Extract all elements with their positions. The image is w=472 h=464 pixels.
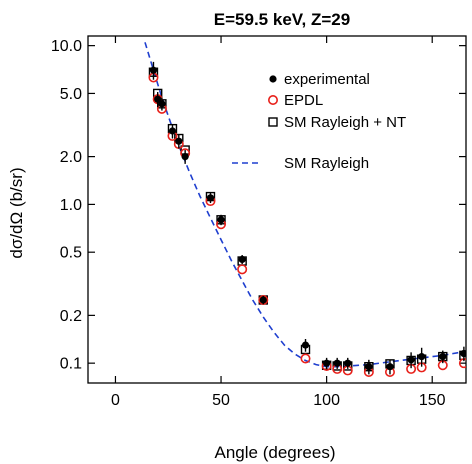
data-point bbox=[460, 349, 466, 358]
data-point bbox=[259, 296, 267, 304]
data-point bbox=[238, 255, 246, 264]
legend-marker bbox=[267, 95, 278, 106]
legend: experimental EPDL SM Rayleigh + NT SM Rayle… bbox=[232, 71, 406, 172]
x-tick-label: 150 bbox=[419, 392, 446, 409]
y-tick-label: 10.0 bbox=[51, 38, 82, 55]
y-tick-label: 2.0 bbox=[60, 149, 82, 166]
x-axis-label: Angle (degrees) bbox=[215, 443, 336, 462]
data-point bbox=[158, 100, 166, 108]
data-point bbox=[206, 194, 215, 202]
data-point bbox=[154, 95, 162, 103]
x-tick-label: 50 bbox=[212, 392, 230, 409]
plot-frame bbox=[87, 35, 467, 384]
data-point bbox=[300, 353, 311, 364]
data-point bbox=[333, 359, 341, 367]
data-point bbox=[149, 66, 158, 74]
legend-marker bbox=[269, 75, 277, 83]
x-tick-label: 100 bbox=[313, 392, 340, 409]
data-point bbox=[407, 356, 415, 364]
legend-label: EPDL bbox=[284, 92, 323, 109]
y-tick-label: 1.0 bbox=[60, 197, 82, 214]
data-point bbox=[168, 127, 177, 135]
y-axis-label: dσ/dΩ (b/sr) bbox=[7, 167, 26, 258]
series-line-sm-rayleigh bbox=[144, 42, 465, 368]
y-tick-label: 0.2 bbox=[60, 308, 82, 325]
data-point bbox=[237, 264, 248, 275]
series-0 bbox=[149, 61, 466, 375]
legend-label: SM Rayleigh + NT bbox=[284, 114, 406, 131]
data-point bbox=[181, 153, 189, 161]
series-layer bbox=[144, 42, 466, 377]
data-point bbox=[386, 363, 394, 371]
axis-ticks: 0 50 100 150 0.1 0.2 0.5 1.0 2.0 5.0 10.0 bbox=[51, 36, 466, 409]
data-point bbox=[323, 359, 331, 367]
y-tick-label: 0.5 bbox=[60, 245, 82, 262]
data-point bbox=[418, 352, 426, 361]
plot-area bbox=[144, 42, 466, 377]
chart-title: E=59.5 keV, Z=29 bbox=[214, 10, 350, 29]
data-point bbox=[365, 363, 373, 371]
legend-label: SM Rayleigh bbox=[284, 155, 369, 172]
data-point bbox=[175, 137, 183, 145]
data-point bbox=[439, 352, 447, 361]
legend-marker bbox=[268, 117, 278, 127]
x-tick-label: 0 bbox=[111, 392, 120, 409]
y-tick-label: 5.0 bbox=[60, 86, 82, 103]
data-point bbox=[344, 359, 352, 367]
data-point bbox=[301, 341, 310, 349]
y-tick-label: 0.1 bbox=[60, 356, 82, 373]
data-point bbox=[217, 216, 225, 224]
legend-label: experimental bbox=[284, 71, 370, 88]
